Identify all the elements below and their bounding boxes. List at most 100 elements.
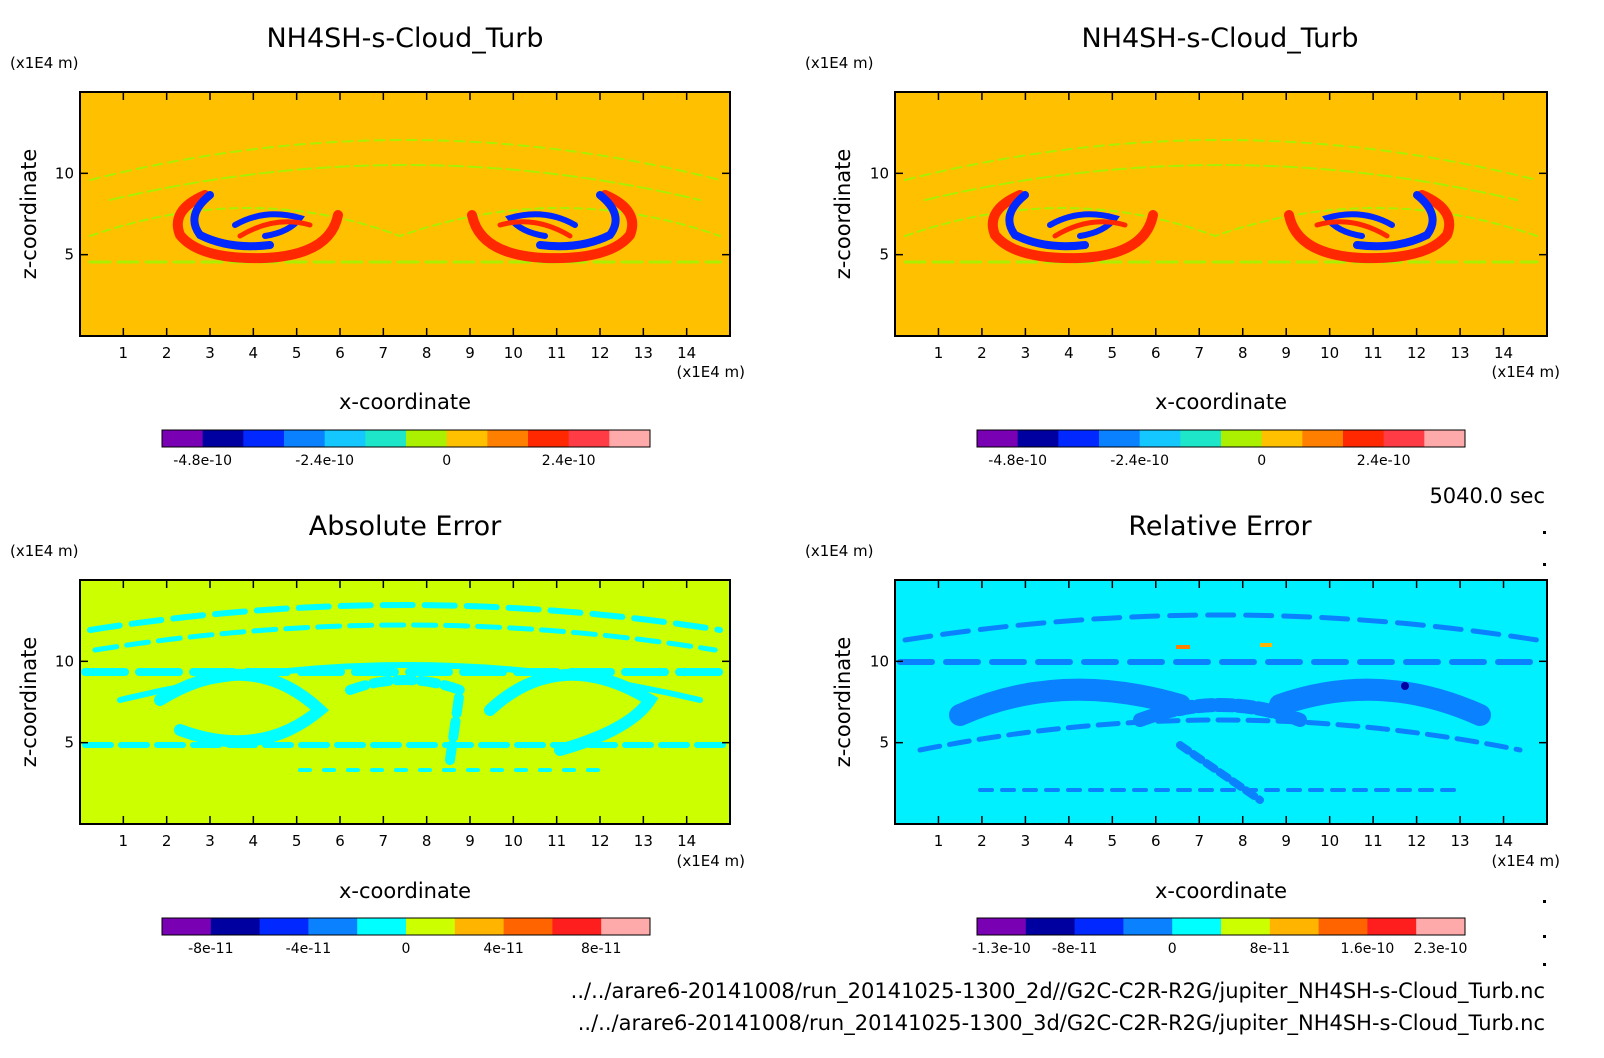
colorbar-swatch — [568, 430, 610, 447]
dot — [1543, 563, 1546, 566]
panel-3-x-unit: (x1E4 m) — [676, 852, 745, 870]
colorbar-swatch — [406, 430, 448, 447]
colorbar-label: 2.3e-10 — [1414, 941, 1468, 957]
colorbar-frame — [161, 917, 651, 936]
panel-4-spot — [1176, 645, 1190, 649]
colorbar-label: -2.4e-10 — [1110, 453, 1169, 469]
panel-3-frame — [79, 579, 731, 825]
colorbar-label: -2.4e-10 — [295, 453, 354, 469]
x-tick-label: 6 — [335, 832, 345, 850]
panel-1-features — [88, 139, 722, 264]
panel-1-band — [89, 139, 721, 181]
x-tick-label: 13 — [634, 832, 653, 850]
panel-2-vortex-left — [987, 190, 1158, 264]
dot — [1543, 900, 1546, 903]
x-tick-label: 8 — [422, 832, 432, 850]
x-tick-label: 5 — [292, 832, 302, 850]
panel-3-title: Absolute Error — [309, 511, 502, 542]
x-tick-label: 4 — [1064, 832, 1074, 850]
colorbar-swatch — [1074, 918, 1124, 935]
colorbar-swatch — [1318, 918, 1368, 935]
colorbar-swatch — [202, 430, 244, 447]
x-tick-label: 4 — [1064, 344, 1074, 362]
panel-1-background — [80, 92, 730, 336]
colorbar-swatch — [1221, 430, 1263, 447]
x-tick-label: 1 — [119, 344, 129, 362]
x-tick-label: 12 — [1407, 344, 1426, 362]
panel-2-background — [895, 92, 1547, 336]
panel-4-frame — [894, 579, 1548, 825]
colorbar-swatch — [1269, 918, 1320, 935]
x-tick-label: 3 — [205, 832, 215, 850]
x-tick-label: 9 — [465, 832, 475, 850]
panel-4-band — [949, 678, 1191, 726]
x-tick-label: 5 — [292, 344, 302, 362]
y-tick-label: 10 — [55, 164, 74, 182]
colorbar-label: 0 — [1257, 453, 1266, 469]
panel-1-x-unit: (x1E4 m) — [676, 363, 745, 381]
colorbar-label: -4e-11 — [286, 941, 331, 957]
x-tick-label: 11 — [547, 344, 566, 362]
colorbar-label: 0 — [442, 453, 451, 469]
colorbar-swatch — [1221, 918, 1271, 935]
colorbar-swatch — [284, 430, 326, 447]
x-tick-label: 8 — [1238, 832, 1248, 850]
panel-1-vortex-left — [190, 191, 274, 251]
margin-dots — [1543, 531, 1546, 966]
panel-2: NH4SH-s-Cloud_Turb (x1E4 m) 1 2 3 4 5 6 7 8 9 10 1… — [805, 23, 1560, 469]
x-tick-label: 6 — [1151, 832, 1161, 850]
panel-2-y-unit: (x1E4 m) — [805, 54, 874, 72]
panel-1-y-label: z-coordinate — [17, 149, 41, 280]
panel-4-band — [917, 717, 1523, 753]
colorbar-label: 2.4e-10 — [542, 453, 596, 469]
panel-3-colorbar: -8e-11 -4e-11 0 4e-11 8e-11 — [161, 917, 651, 957]
x-tick-label: 1 — [119, 832, 129, 850]
x-tick-label: 12 — [1407, 832, 1426, 850]
x-tick-label: 11 — [1364, 832, 1383, 850]
panel-4-spot — [1401, 682, 1409, 690]
colorbar-swatch — [324, 430, 366, 447]
panel-2-band — [924, 164, 1518, 201]
x-tick-label: 6 — [335, 344, 345, 362]
colorbar-swatch — [1416, 918, 1466, 935]
panel-3-x-label: x-coordinate — [339, 879, 471, 903]
colorbar-swatch — [1180, 430, 1222, 447]
colorbar-swatch — [977, 430, 1019, 447]
colorbar-swatch — [162, 918, 212, 935]
panel-2-vortex-right — [1322, 211, 1395, 239]
x-tick-label: 5 — [1108, 832, 1118, 850]
x-tick-label: 6 — [1151, 344, 1161, 362]
colorbar-label: 2.4e-10 — [1357, 453, 1411, 469]
panel-2-vortex-left — [1052, 219, 1128, 239]
colorbar-label: 1.6e-10 — [1341, 941, 1395, 957]
panel-1-plot-area — [79, 91, 731, 337]
y-tick-label: 5 — [64, 734, 74, 752]
panel-3-background — [80, 580, 730, 824]
panel-1-vortex-left — [172, 190, 343, 264]
x-tick-label: 8 — [422, 344, 432, 362]
colorbar-swatch — [210, 918, 261, 935]
x-tick-label: 12 — [590, 832, 609, 850]
y-tick-label: 5 — [64, 246, 74, 264]
colorbar-swatch — [609, 430, 651, 447]
x-tick-label: 10 — [1320, 344, 1339, 362]
panel-1-frame — [79, 91, 731, 337]
x-tick-label: 7 — [1194, 832, 1204, 850]
x-tick-label: 3 — [205, 344, 215, 362]
colorbar-swatch — [601, 918, 651, 935]
dot — [1543, 963, 1546, 966]
colorbar-swatch — [528, 430, 570, 447]
file-path-1: ../../arare6-20141008/run_20141025-1300_… — [571, 979, 1545, 1004]
x-tick-label: 1 — [934, 344, 944, 362]
x-tick-label: 4 — [249, 344, 259, 362]
x-tick-label: 7 — [379, 832, 389, 850]
x-tick-label: 7 — [379, 344, 389, 362]
colorbar-swatch — [1017, 430, 1059, 447]
colorbar-swatch — [977, 918, 1027, 935]
x-tick-label: 14 — [1494, 832, 1513, 850]
panel-2-vortex-right — [1353, 191, 1437, 251]
panel-1-title: NH4SH-s-Cloud_Turb — [266, 23, 543, 54]
